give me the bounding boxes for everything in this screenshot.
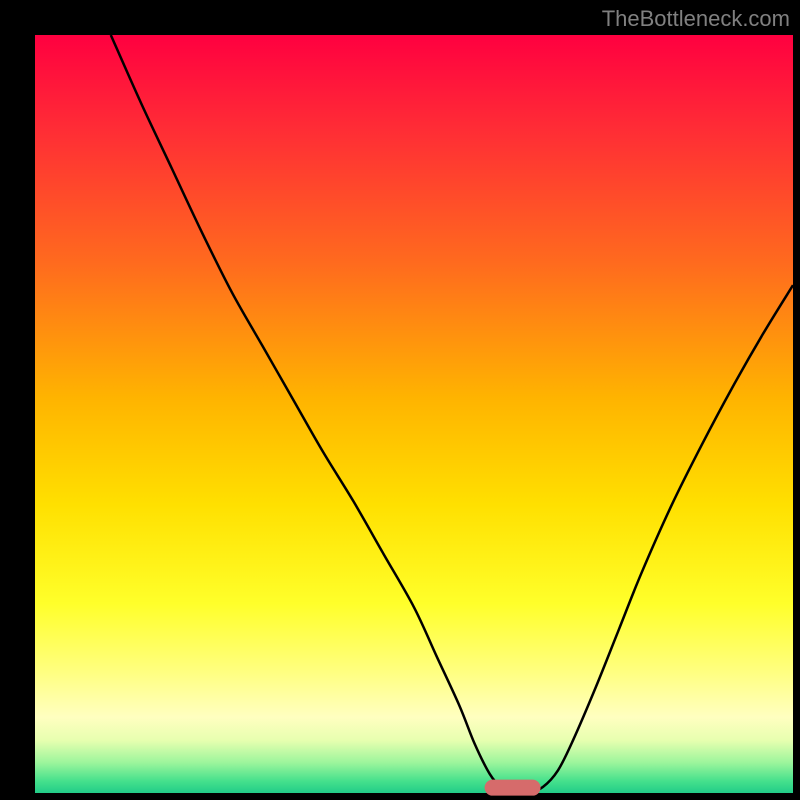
watermark-text: TheBottleneck.com [602,6,790,32]
bottleneck-curve [111,35,793,793]
plot-area [35,35,793,793]
curve-layer [35,35,793,793]
chart-container: { "watermark": { "text": "TheBottleneck.… [0,0,800,800]
optimal-marker [484,779,541,796]
